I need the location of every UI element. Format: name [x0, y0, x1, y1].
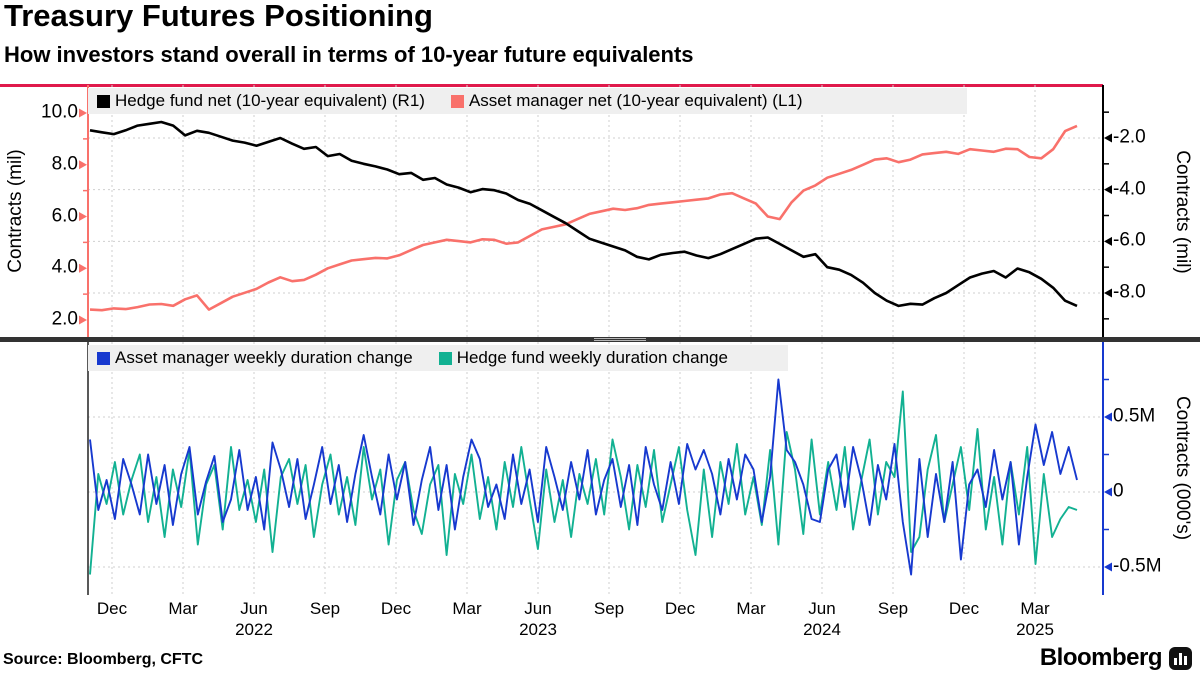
hedge-fund-duration-line	[89, 390, 1078, 575]
x-axis-month-label: Dec	[948, 599, 980, 618]
x-axis-month-label: Dec	[380, 599, 412, 618]
tick-arrow-icon	[79, 315, 87, 325]
top-right-axis-tick-label: -6.0	[1113, 229, 1146, 251]
x-axis-month-label: Mar	[736, 599, 766, 618]
top-right-axis-tick-label: -4.0	[1113, 178, 1146, 200]
panel-accent-border	[0, 84, 1103, 87]
x-axis-year-label: 2023	[519, 620, 557, 639]
bottom-legend-item[interactable]: Hedge fund weekly duration change	[438, 348, 728, 368]
top-legend-item[interactable]: Hedge fund net (10-year equivalent) (R1)	[97, 91, 425, 111]
x-axis-month-label: Jun	[240, 599, 268, 618]
top-left-axis-tick-label: 4.0	[51, 256, 78, 278]
top-right-axis-tick-label: -8.0	[1113, 281, 1146, 303]
top-left-axis-tick-label: 10.0	[41, 101, 78, 123]
bottom-legend-item[interactable]: Asset manager weekly duration change	[97, 348, 413, 368]
top-right-axis-title: Contracts (mil)	[1172, 150, 1193, 274]
x-axis-month-label: Mar	[1020, 599, 1050, 618]
legend-swatch-icon	[97, 94, 110, 108]
bloomberg-logo: Bloomberg	[1040, 644, 1192, 672]
x-axis-month-label: Mar	[452, 599, 482, 618]
legend-swatch-icon	[438, 351, 452, 365]
legend-label: Asset manager net (10-year equivalent) (…	[468, 91, 803, 110]
tick-arrow-icon	[1104, 288, 1112, 298]
legend-swatch-icon	[97, 351, 110, 365]
tick-arrow-icon	[1104, 412, 1112, 422]
x-axis-year-label: 2024	[803, 620, 841, 639]
hedge-fund-net-line	[89, 120, 1078, 308]
tick-arrow-icon	[79, 108, 87, 118]
bottom-right-axis-tick-label: -0.5M	[1113, 555, 1162, 577]
x-axis-month-label: Jun	[808, 599, 836, 618]
tick-arrow-icon	[79, 263, 87, 273]
asset-manager-net-line	[89, 124, 1078, 312]
x-axis-month-label: Mar	[168, 599, 198, 618]
tick-arrow-icon	[1104, 562, 1112, 572]
tick-arrow-icon	[1104, 185, 1112, 195]
x-axis-year-label: 2022	[235, 620, 273, 639]
x-axis-month-label: Jun	[524, 599, 552, 618]
top-left-axis-tick-label: 8.0	[51, 153, 78, 175]
legend-label: Hedge fund net (10-year equivalent) (R1)	[115, 91, 425, 110]
tick-arrow-icon	[1104, 236, 1112, 246]
bar-chart-icon	[1169, 646, 1192, 670]
page-title: Treasury Futures Positioning	[4, 0, 433, 33]
bloomberg-logo-text: Bloomberg	[1039, 644, 1163, 671]
x-axis-month-label: Dec	[96, 599, 128, 618]
chart-subtitle: How investors stand overall in terms of …	[4, 42, 694, 67]
x-axis-month-label: Dec	[664, 599, 696, 618]
top-left-axis-tick-label: 6.0	[51, 205, 78, 227]
x-axis-year-label: 2025	[1016, 620, 1054, 639]
tick-arrow-icon	[1104, 133, 1112, 143]
legend-label: Hedge fund weekly duration change	[456, 348, 728, 367]
legend-label: Asset manager weekly duration change	[115, 348, 413, 367]
x-axis-month-label: Sep	[877, 599, 909, 618]
asset-manager-duration-line	[89, 378, 1078, 576]
tick-arrow-icon	[1104, 487, 1112, 497]
tick-arrow-icon	[79, 160, 87, 170]
top-legend-item[interactable]: Asset manager net (10-year equivalent) (…	[450, 91, 803, 111]
top-left-axis-tick-label: 2.0	[51, 308, 78, 330]
top-chart-legend: Hedge fund net (10-year equivalent) (R1)…	[88, 88, 967, 114]
tick-arrow-icon	[79, 212, 87, 221]
bottom-chart-legend: Asset manager weekly duration change Hedg…	[88, 345, 788, 371]
top-chart-plot	[79, 85, 1112, 338]
top-right-axis-tick-label: -2.0	[1113, 126, 1146, 148]
top-left-axis-title: Contracts (mil)	[5, 149, 26, 273]
bottom-chart-plot	[87, 342, 1112, 595]
source-note: Source: Bloomberg, CFTC	[3, 651, 204, 668]
x-axis-month-label: Sep	[309, 599, 341, 618]
bottom-right-axis-tick-label: 0.5M	[1113, 405, 1156, 427]
bottom-right-axis-title: Contracts (000's)	[1172, 395, 1193, 541]
x-axis-month-label: Sep	[593, 599, 625, 618]
bottom-right-axis-tick-label: 0	[1113, 480, 1124, 502]
panel-divider-grip-icon[interactable]	[594, 338, 646, 341]
legend-swatch-icon	[450, 94, 464, 108]
